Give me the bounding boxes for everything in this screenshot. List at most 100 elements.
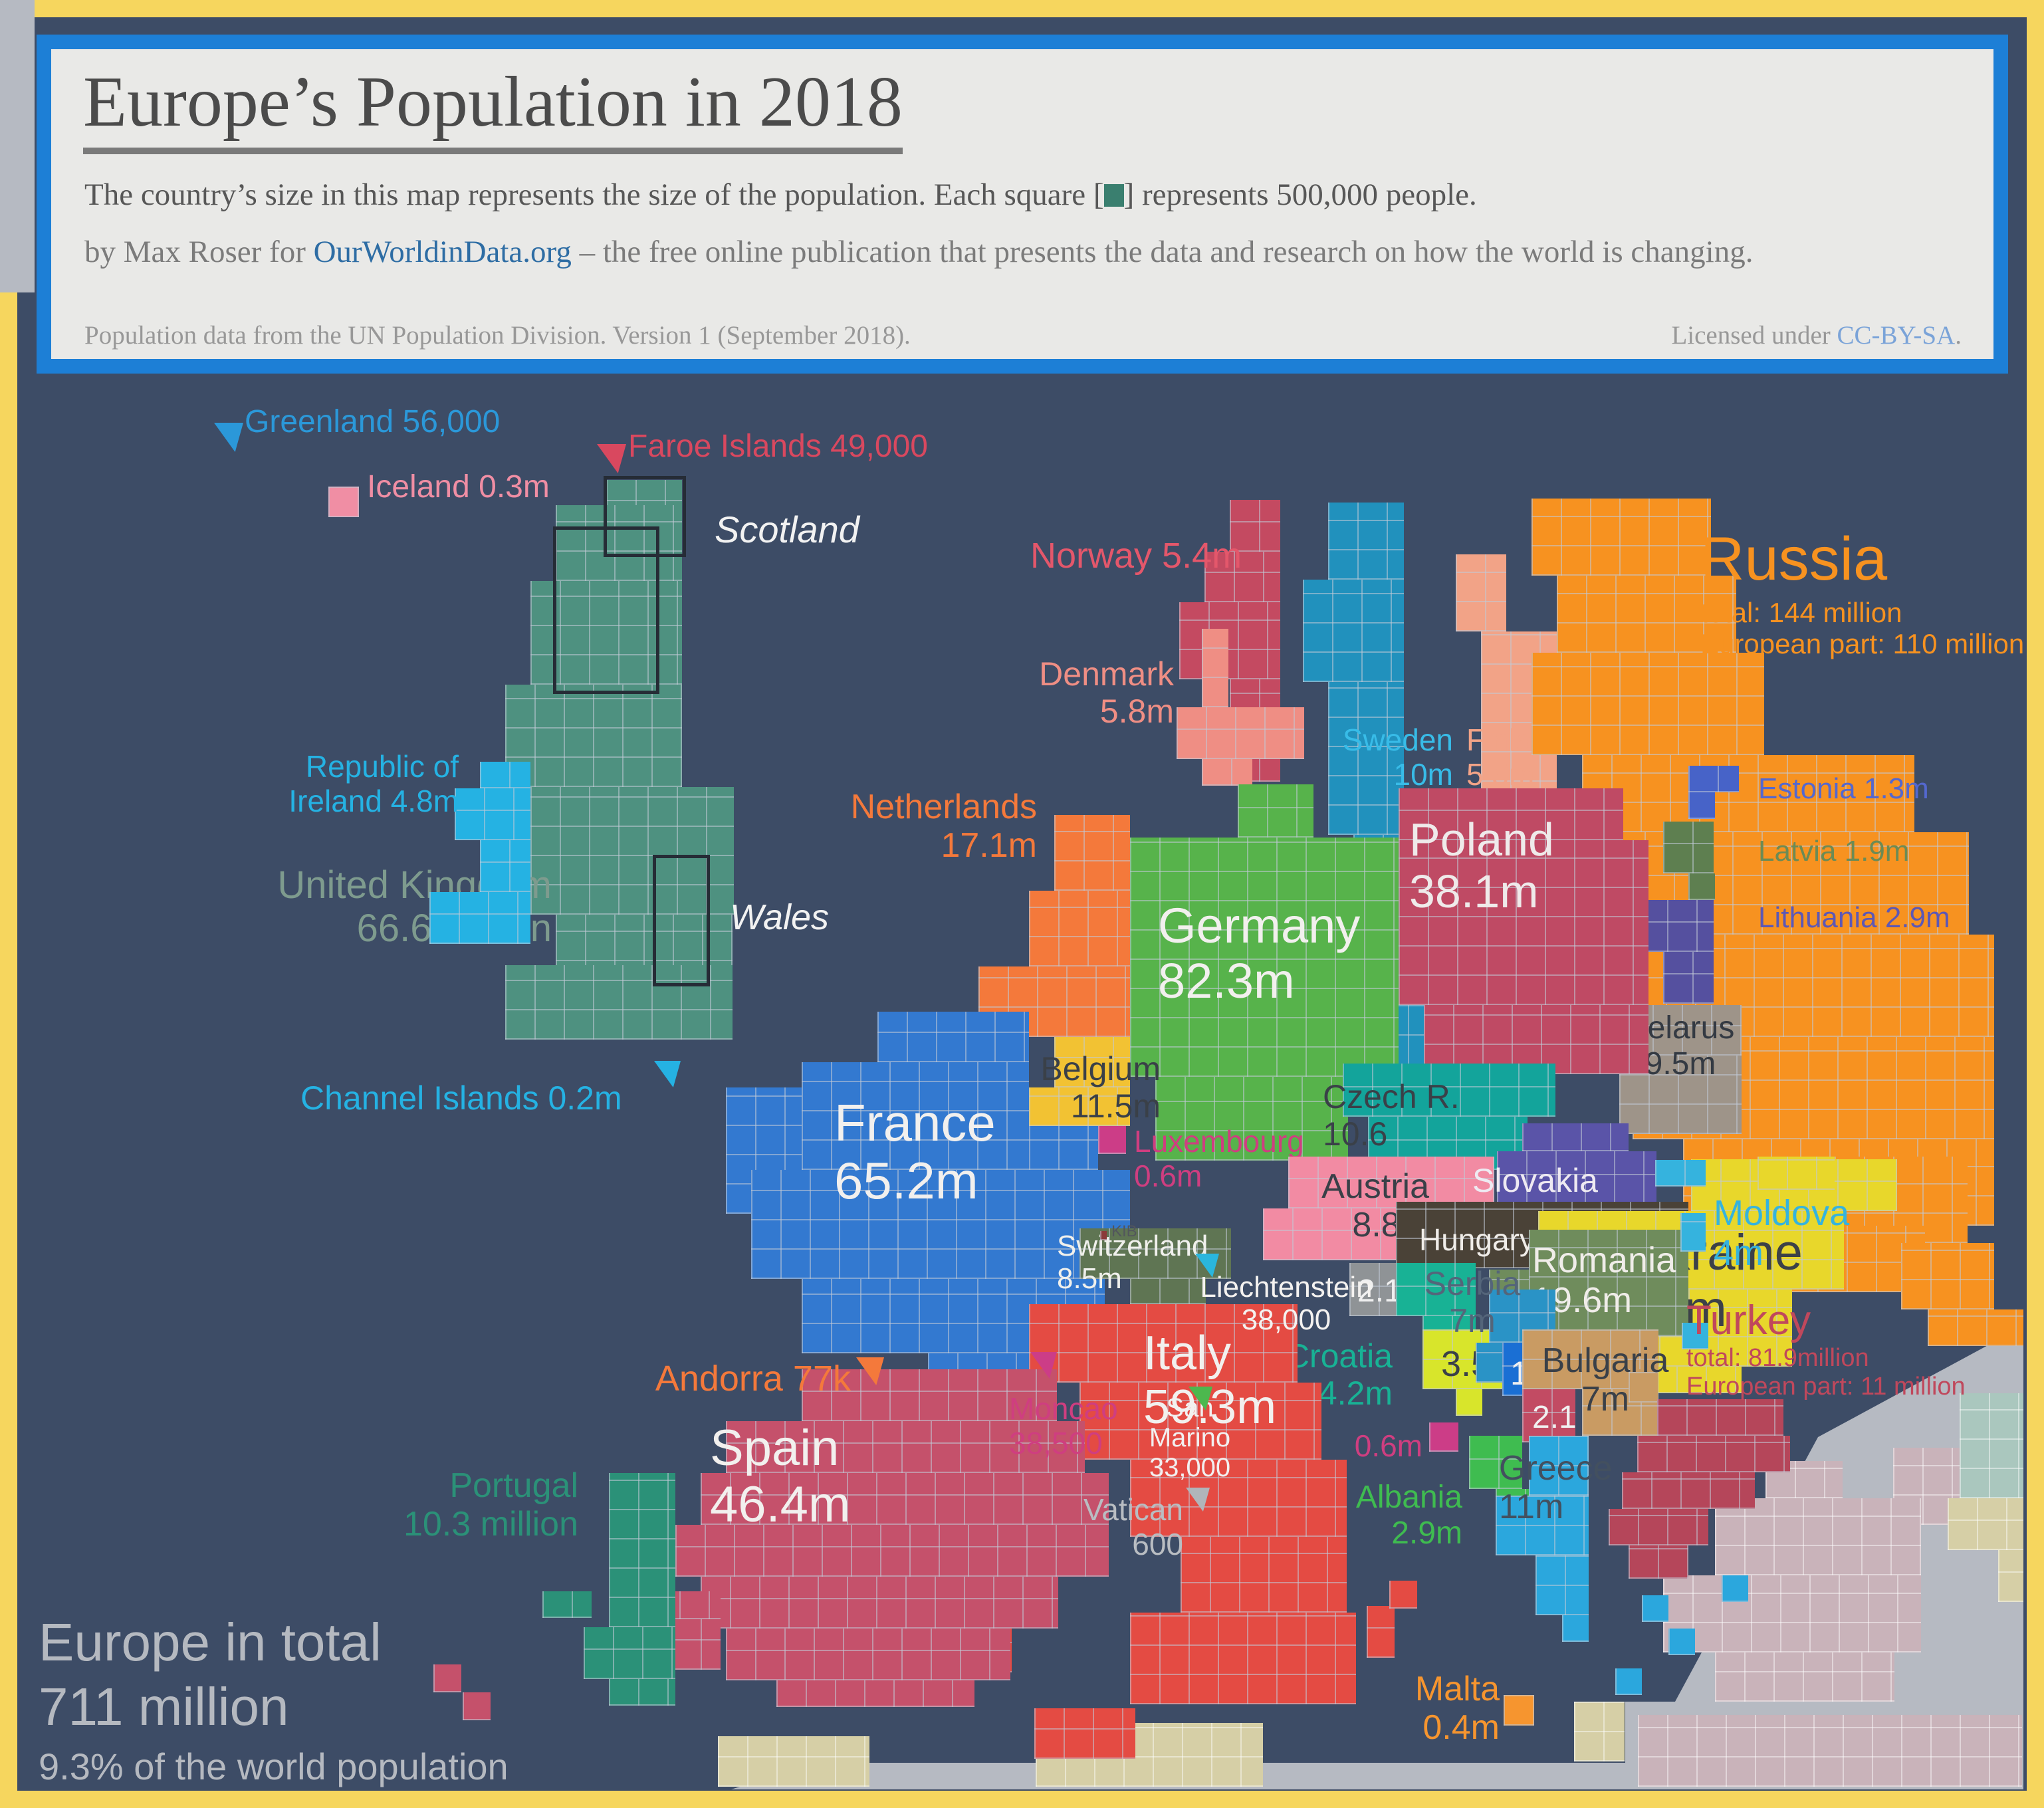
country-label-line: Austria: [1321, 1167, 1429, 1206]
country-label-luxembourg: Luxembourg 0.6m: [1134, 1124, 1353, 1193]
country-block-uk: [505, 685, 682, 787]
country-block-bosnia: [1456, 1389, 1482, 1416]
country-block-russia: [1901, 1243, 1994, 1309]
country-label-line: 2.1: [1532, 1400, 1577, 1435]
country-block-norway: [1179, 602, 1280, 679]
country-label-kib: KIB: [1111, 1222, 1165, 1241]
region-label-wales: Wales: [730, 897, 830, 937]
country-block-portugal: [609, 1679, 675, 1706]
country-label-line: Italy: [1143, 1327, 1232, 1380]
country-label-line: European part: 11 million: [1686, 1372, 1966, 1401]
faded-country-block: [1948, 1498, 2023, 1550]
country-label-line: Serbia: [1424, 1265, 1521, 1302]
country-label-faroe: Faroe Islands 49,000: [628, 429, 1040, 465]
country-block-germany: [1238, 784, 1313, 838]
country-label-line: Denmark: [1039, 655, 1174, 693]
country-label-line: Norway 5.4m: [1030, 536, 1242, 576]
country-block-germany: [1155, 1077, 1348, 1161]
country-label-line: 38,500: [1009, 1425, 1103, 1460]
country-block-greece: [1562, 1615, 1589, 1642]
country-block-italy: [1034, 1708, 1135, 1759]
country-block-portugal: [609, 1473, 675, 1627]
legend-square-icon: [1103, 184, 1124, 207]
country-block-latvia: [1663, 822, 1714, 873]
country-label-macedonia: 2.1: [1532, 1400, 1585, 1436]
country-block-moldova: [1680, 1213, 1706, 1252]
country-block-poland: [1399, 788, 1623, 840]
country-label-line: Switzerland: [1057, 1230, 1208, 1262]
country-block-greece: [1722, 1575, 1748, 1602]
country-label-slovenia: 2.1: [1357, 1274, 1404, 1309]
country-block-greece: [1668, 1629, 1695, 1655]
country-block-finland: [1456, 554, 1506, 631]
country-block-portugal: [542, 1591, 592, 1618]
country-label-line: Andorra 77k: [655, 1359, 851, 1399]
owid-link[interactable]: OurWorldinData.org: [313, 235, 572, 269]
country-label-line: Belgium: [1040, 1050, 1161, 1087]
country-block-uk: [556, 505, 682, 581]
country-block-sweden: [1303, 580, 1404, 682]
country-label-line: Republic of: [305, 749, 459, 784]
country-label-line: Malta: [1415, 1670, 1500, 1708]
country-block-belarus: [1619, 1056, 1742, 1134]
country-block-spain: [701, 1473, 1109, 1525]
country-block-turkey: [1622, 1472, 1755, 1509]
country-label-line: 10.6: [1323, 1115, 1388, 1153]
country-label-line: 5.8m: [1099, 693, 1174, 730]
faded-country-block: [1663, 1575, 1921, 1652]
country-block-poland: [1399, 840, 1648, 1005]
license-note: Licensed under CC-BY-SA.: [1671, 320, 1962, 350]
country-label-switzerland: Switzerland 8.5m: [1057, 1230, 1250, 1296]
country-label-andorra: Andorra 77k: [538, 1359, 851, 1399]
country-label-croatia: Croatia 4.2m: [1236, 1337, 1393, 1412]
country-block-moldova: [1682, 1323, 1708, 1349]
subtitle-pre: The country’s size in this map represent…: [84, 177, 1104, 212]
country-label-line: Germany: [1158, 898, 1361, 953]
byline: by Max Roser for OurWorldinData.org – th…: [84, 234, 1932, 271]
country-label-line: 4m: [1714, 1233, 1764, 1274]
country-label-line: Spain: [710, 1420, 840, 1476]
country-block-iceland: [328, 487, 359, 517]
country-label-malta: Malta 0.4m: [1396, 1670, 1500, 1747]
country-block-russia: [1532, 499, 1711, 576]
country-block-kib: [1100, 1231, 1107, 1240]
country-block-russia: [1532, 653, 1764, 755]
country-label-line: 82.3m: [1158, 953, 1295, 1008]
wales-outline: [653, 855, 710, 986]
source-note: Population data from the UN Population D…: [84, 321, 911, 350]
country-block-greece: [1535, 1555, 1589, 1615]
country-label-ireland: Republic of Ireland 4.8m: [233, 749, 459, 818]
country-block-france: [802, 1062, 1029, 1170]
country-label-line: 11.5m: [1070, 1087, 1161, 1125]
page-title: Europe’s Population in 2018: [83, 61, 903, 154]
country-label-iceland: Iceland 0.3m: [367, 469, 633, 505]
country-block-romania: [1529, 1230, 1688, 1336]
country-label-line: Albania: [1355, 1480, 1462, 1515]
footer-total-title: Europe in total: [39, 1613, 382, 1672]
country-block-belgium: [1054, 1037, 1130, 1087]
country-label-line: Slovakia: [1472, 1162, 1598, 1199]
faded-country-block: [1715, 1498, 1921, 1575]
country-label-latvia: Latvia 1.9m: [1758, 835, 2044, 867]
country-label-line: 10.3 million: [403, 1505, 578, 1544]
country-label-line: 5.5m: [1466, 756, 1535, 792]
scotland-outline: [604, 476, 686, 557]
country-label-line: Greece: [1499, 1449, 1613, 1488]
country-block-turkey: [1657, 1399, 1783, 1436]
country-block-spain: [433, 1664, 461, 1692]
country-label-line: 38.1m: [1409, 865, 1539, 918]
country-label-line: total: 144 million: [1700, 597, 1902, 628]
country-block-uk: [530, 787, 734, 915]
country-block-france: [751, 1170, 1130, 1279]
country-block-switzerland: [1130, 1279, 1206, 1304]
country-block-russia: [1582, 755, 1914, 832]
country-label-line: KIB: [1111, 1222, 1137, 1240]
country-block-portugal: [584, 1627, 675, 1679]
country-block-italy: [1181, 1537, 1347, 1613]
country-label-serbia: Serbia 7m: [1416, 1265, 1529, 1339]
country-label-line: Greenland 56,000: [245, 404, 501, 439]
country-label-russia-sub: total: 144 million European part: 110 mil…: [1700, 597, 2044, 659]
country-label-line: Moldova: [1714, 1193, 1850, 1233]
greenland-marker-icon: [214, 423, 243, 452]
license-link[interactable]: CC-BY-SA: [1837, 321, 1956, 350]
